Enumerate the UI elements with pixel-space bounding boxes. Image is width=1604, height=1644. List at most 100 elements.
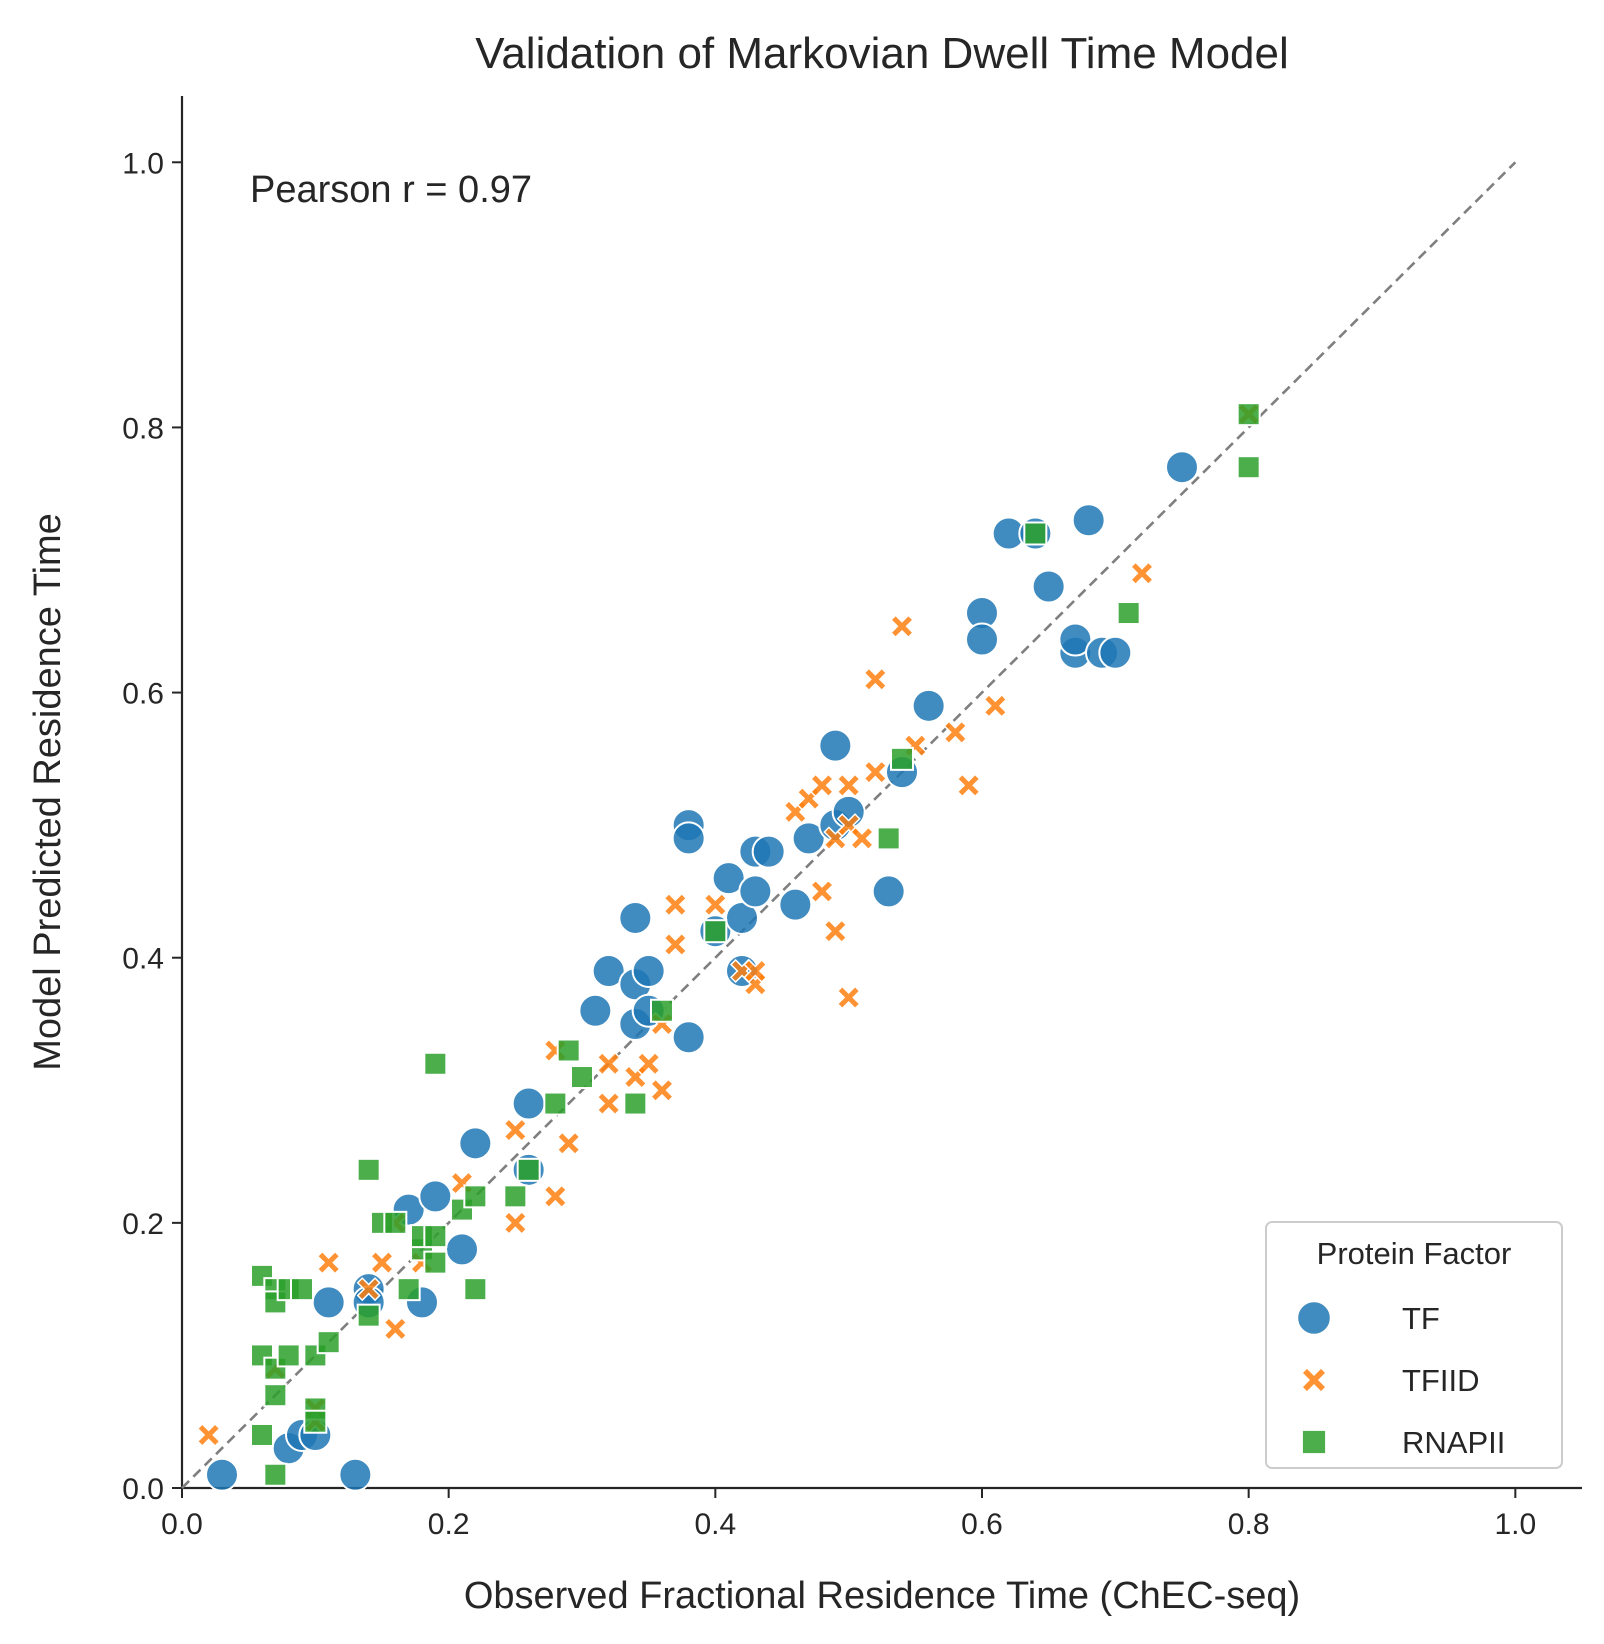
point-tfiid [503, 1210, 528, 1235]
legend-marker-tfiid [1300, 1366, 1328, 1394]
point-tf [1098, 635, 1133, 670]
y-tick-label: 1.0 [122, 147, 164, 180]
x-tick-label: 0.2 [428, 1508, 470, 1541]
point-tfiid [809, 773, 835, 798]
point-tfiid [836, 773, 861, 798]
point-tf [791, 821, 826, 856]
point-tf [711, 861, 746, 896]
point-rnapii [463, 1277, 488, 1302]
point-rnapii [396, 1277, 421, 1302]
point-rnapii [570, 1065, 594, 1090]
point-tf [631, 953, 666, 988]
point-rnapii [423, 1224, 448, 1249]
point-rnapii [316, 1330, 341, 1355]
legend-marker-rnapii [1300, 1428, 1328, 1456]
point-rnapii [356, 1303, 381, 1328]
y-tick-label: 0.0 [122, 1473, 164, 1506]
point-rnapii [276, 1343, 301, 1368]
point-tf [458, 1126, 493, 1161]
point-tf [418, 1179, 453, 1214]
point-tfiid [889, 614, 915, 639]
point-tf [1165, 450, 1199, 485]
point-tf [871, 874, 906, 909]
point-tfiid [956, 773, 981, 798]
point-tf [311, 1285, 346, 1320]
point-rnapii [890, 746, 914, 771]
point-tfiid [383, 1316, 408, 1341]
point-tfiid [1129, 561, 1155, 586]
point-tf [671, 1020, 706, 1055]
point-tf [445, 1232, 479, 1267]
point-tfiid [196, 1422, 221, 1448]
point-tf [738, 874, 773, 909]
point-rnapii [1023, 521, 1048, 546]
y-ticks: 0.0 0.2 0.4 0.6 0.8 1.0 [122, 147, 182, 1506]
point-rnapii [423, 1051, 448, 1076]
point-rnapii [303, 1409, 328, 1434]
point-rnapii [383, 1210, 408, 1235]
y-tick-label: 0.2 [122, 1208, 164, 1241]
point-tf [618, 900, 653, 935]
point-tfiid [836, 985, 861, 1010]
point-rnapii [543, 1091, 568, 1116]
point-tf [511, 1086, 546, 1121]
x-axis-label: Observed Fractional Residence Time (ChEC… [464, 1575, 1300, 1617]
point-tfiid [503, 1117, 528, 1143]
point-tfiid [356, 1277, 381, 1302]
point-rnapii [1236, 455, 1261, 480]
point-rnapii [356, 1157, 381, 1182]
pearson-annotation: Pearson r = 0.97 [250, 169, 532, 211]
point-tfiid [849, 826, 875, 851]
point-tf [205, 1457, 239, 1492]
series-rnapii [250, 402, 1261, 1487]
point-tf [965, 622, 999, 657]
point-tfiid [823, 919, 848, 944]
point-tfiid [596, 1051, 621, 1076]
point-rnapii [876, 826, 901, 851]
legend: Protein Factor TF TFIID RNAPII [1265, 1221, 1563, 1469]
point-rnapii [1116, 601, 1141, 626]
point-rnapii [263, 1462, 288, 1487]
point-tfiid [943, 720, 968, 745]
y-tick-label: 0.4 [122, 943, 164, 976]
x-tick-label: 0.0 [161, 1508, 203, 1541]
point-rnapii [650, 998, 674, 1023]
x-tick-label: 0.8 [1228, 1508, 1270, 1541]
point-tfiid [663, 892, 688, 917]
point-tf [911, 688, 946, 723]
point-rnapii [463, 1184, 488, 1209]
point-tf [578, 993, 613, 1028]
point-tf [751, 834, 786, 869]
point-tfiid [556, 1131, 581, 1156]
point-tfiid [743, 958, 768, 984]
point-tfiid [703, 892, 728, 917]
x-tick-label: 0.6 [961, 1508, 1003, 1541]
point-tf [1031, 569, 1066, 604]
legend-label-tf: TF [1402, 1301, 1440, 1336]
point-tf [1058, 622, 1093, 657]
point-tf [778, 887, 813, 922]
y-tick-label: 0.8 [122, 412, 164, 445]
chart-title: Validation of Markovian Dwell Time Model [475, 29, 1289, 78]
x-ticks: 0.0 0.2 0.4 0.6 0.8 1.0 [161, 1488, 1536, 1541]
x-tick-label: 1.0 [1494, 1508, 1536, 1541]
legend-label-rnapii: RNAPII [1402, 1425, 1505, 1460]
point-tfiid [863, 667, 888, 692]
point-tf [1071, 503, 1106, 538]
point-tf [671, 821, 706, 856]
point-rnapii [623, 1091, 648, 1116]
point-rnapii [516, 1157, 541, 1182]
point-tf [338, 1457, 373, 1492]
legend-title: Protein Factor [1317, 1236, 1512, 1271]
point-tfiid [983, 693, 1008, 718]
point-tfiid [369, 1250, 395, 1275]
point-rnapii [263, 1383, 288, 1408]
legend-label-tfiid: TFIID [1402, 1363, 1480, 1398]
legend-box [1265, 1221, 1563, 1469]
identity-reference-line [181, 161, 1517, 1489]
point-rnapii [290, 1277, 314, 1302]
point-rnapii [250, 1422, 274, 1447]
point-rnapii [503, 1184, 528, 1209]
